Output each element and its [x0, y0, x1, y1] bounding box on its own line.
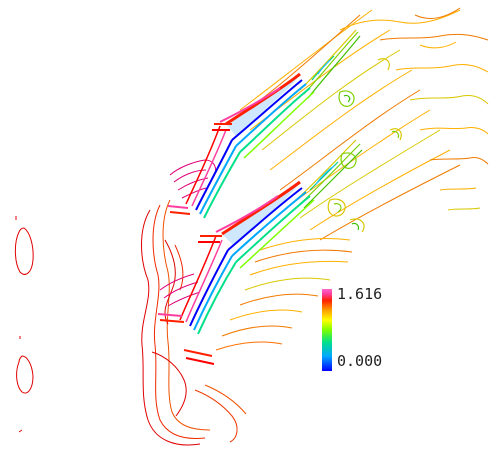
legend-min-label: 0.000: [337, 352, 383, 370]
outer-contours: [141, 199, 247, 446]
legend-max-label: 1.616: [337, 285, 383, 303]
colorbar: [322, 289, 332, 371]
blade-upper: [185, 72, 315, 219]
leading-edges: [157, 123, 232, 365]
blade-lower: [179, 180, 315, 335]
blade-icon: [226, 74, 300, 136]
blade-icon: [222, 182, 300, 246]
inlet-contours-left: [14, 216, 34, 433]
inlet-magenta-contours: [159, 159, 217, 307]
